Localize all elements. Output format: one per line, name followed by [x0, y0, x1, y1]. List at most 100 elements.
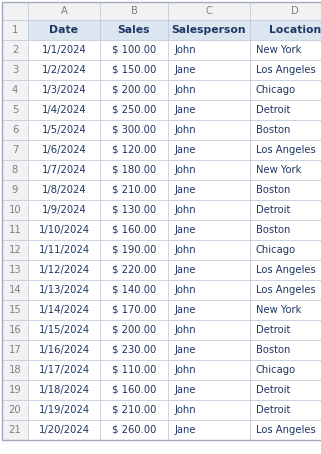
Text: $ 210.00: $ 210.00	[112, 185, 156, 195]
Bar	[168, 140, 250, 160]
Text: Boston: Boston	[256, 125, 291, 135]
Bar	[168, 220, 250, 240]
Bar	[28, 80, 100, 100]
Text: 15: 15	[9, 305, 22, 315]
Text: Jane: Jane	[174, 185, 195, 195]
Text: 17: 17	[9, 345, 22, 355]
Text: 21: 21	[9, 425, 22, 435]
Text: Los Angeles: Los Angeles	[256, 265, 316, 275]
Bar	[28, 120, 100, 140]
Bar	[250, 360, 321, 380]
Text: John: John	[174, 245, 195, 255]
Text: 1/4/2024: 1/4/2024	[42, 105, 86, 115]
Bar	[2, 160, 28, 180]
Text: Los Angeles: Los Angeles	[256, 285, 316, 295]
Text: Boston: Boston	[256, 185, 291, 195]
Text: 9: 9	[12, 185, 18, 195]
Text: Detroit: Detroit	[256, 385, 291, 395]
Text: 1/2/2024: 1/2/2024	[42, 65, 86, 75]
Text: A: A	[61, 6, 67, 16]
Text: $ 100.00: $ 100.00	[112, 45, 156, 55]
Bar	[2, 100, 28, 120]
Text: 1/18/2024: 1/18/2024	[39, 385, 90, 395]
Bar	[250, 240, 321, 260]
Text: $ 210.00: $ 210.00	[112, 405, 156, 415]
Text: 3: 3	[12, 65, 18, 75]
Text: 1/5/2024: 1/5/2024	[42, 125, 86, 135]
Text: 1/1/2024: 1/1/2024	[42, 45, 86, 55]
Bar	[100, 20, 168, 40]
Bar	[100, 280, 168, 300]
Bar	[28, 320, 100, 340]
Bar	[28, 420, 100, 440]
Text: 1/12/2024: 1/12/2024	[39, 265, 90, 275]
Text: 14: 14	[9, 285, 21, 295]
Text: 13: 13	[9, 265, 21, 275]
Bar	[100, 120, 168, 140]
Bar	[2, 240, 28, 260]
Text: Jane: Jane	[174, 65, 195, 75]
Text: $ 110.00: $ 110.00	[112, 365, 156, 375]
Bar	[168, 380, 250, 400]
Bar	[100, 380, 168, 400]
Bar	[28, 360, 100, 380]
Text: Chicago: Chicago	[256, 245, 296, 255]
Text: 11: 11	[9, 225, 22, 235]
Text: Boston: Boston	[256, 225, 291, 235]
Text: C: C	[205, 6, 213, 16]
Text: 4: 4	[12, 85, 18, 95]
Text: John: John	[174, 45, 195, 55]
Text: John: John	[174, 365, 195, 375]
Text: 1/3/2024: 1/3/2024	[42, 85, 86, 95]
Text: $ 130.00: $ 130.00	[112, 205, 156, 215]
Bar	[28, 180, 100, 200]
Text: $ 160.00: $ 160.00	[112, 385, 156, 395]
Bar	[100, 40, 168, 60]
Text: $ 300.00: $ 300.00	[112, 125, 156, 135]
Bar	[2, 300, 28, 320]
Bar	[100, 80, 168, 100]
Bar	[168, 240, 250, 260]
Bar	[100, 2, 168, 20]
Bar	[28, 380, 100, 400]
Bar	[2, 340, 28, 360]
Bar	[100, 240, 168, 260]
Bar	[28, 2, 100, 20]
Text: John: John	[174, 405, 195, 415]
Bar	[168, 100, 250, 120]
Bar	[2, 320, 28, 340]
Text: Jane: Jane	[174, 385, 195, 395]
Bar	[250, 60, 321, 80]
Text: Jane: Jane	[174, 265, 195, 275]
Text: 5: 5	[12, 105, 18, 115]
Text: 8: 8	[12, 165, 18, 175]
Bar	[100, 140, 168, 160]
Text: John: John	[174, 285, 195, 295]
Bar	[250, 340, 321, 360]
Text: B: B	[131, 6, 137, 16]
Text: 16: 16	[9, 325, 22, 335]
Bar	[2, 60, 28, 80]
Bar	[2, 400, 28, 420]
Text: 6: 6	[12, 125, 18, 135]
Text: $ 260.00: $ 260.00	[112, 425, 156, 435]
Bar	[250, 100, 321, 120]
Text: 1/10/2024: 1/10/2024	[39, 225, 90, 235]
Bar	[168, 340, 250, 360]
Bar	[100, 260, 168, 280]
Bar	[28, 100, 100, 120]
Bar	[168, 300, 250, 320]
Text: 12: 12	[9, 245, 22, 255]
Bar	[168, 360, 250, 380]
Text: Sales: Sales	[118, 25, 150, 35]
Bar	[250, 220, 321, 240]
Bar	[2, 280, 28, 300]
Text: 1/15/2024: 1/15/2024	[39, 325, 90, 335]
Text: 1/8/2024: 1/8/2024	[42, 185, 86, 195]
Bar	[168, 80, 250, 100]
Text: Jane: Jane	[174, 225, 195, 235]
Bar	[28, 300, 100, 320]
Bar	[250, 400, 321, 420]
Bar	[28, 400, 100, 420]
Bar	[168, 180, 250, 200]
